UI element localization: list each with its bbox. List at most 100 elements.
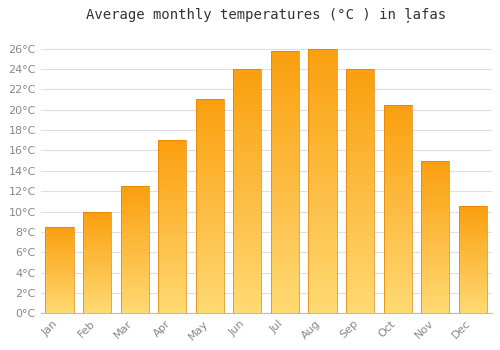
Bar bbox=[120, 226, 148, 229]
Bar bbox=[459, 217, 487, 219]
Bar bbox=[346, 183, 374, 187]
Bar bbox=[346, 102, 374, 106]
Bar bbox=[459, 246, 487, 247]
Bar bbox=[421, 194, 450, 196]
Bar bbox=[46, 264, 74, 266]
Bar bbox=[459, 304, 487, 306]
Bar bbox=[271, 107, 299, 112]
Bar bbox=[234, 285, 262, 289]
Bar bbox=[120, 245, 148, 247]
Bar bbox=[196, 292, 224, 295]
Bar bbox=[83, 283, 111, 285]
Bar bbox=[308, 247, 336, 252]
Bar bbox=[83, 213, 111, 215]
Bar bbox=[83, 232, 111, 233]
Bar bbox=[158, 224, 186, 227]
Bar bbox=[346, 118, 374, 122]
Bar bbox=[384, 195, 412, 198]
Bar bbox=[46, 290, 74, 292]
Bar bbox=[196, 303, 224, 306]
Bar bbox=[120, 218, 148, 220]
Bar bbox=[83, 220, 111, 222]
Bar bbox=[384, 230, 412, 233]
Bar bbox=[158, 169, 186, 172]
Bar bbox=[384, 108, 412, 112]
Bar bbox=[308, 57, 336, 62]
Bar bbox=[83, 233, 111, 235]
Bar bbox=[459, 299, 487, 301]
Bar bbox=[459, 264, 487, 265]
Bar bbox=[459, 306, 487, 308]
Bar bbox=[384, 164, 412, 167]
Bar bbox=[120, 258, 148, 260]
Bar bbox=[421, 166, 450, 168]
Bar bbox=[459, 244, 487, 246]
Bar bbox=[158, 195, 186, 198]
Bar bbox=[384, 306, 412, 310]
Bar bbox=[196, 185, 224, 189]
Bar bbox=[46, 251, 74, 253]
Bar bbox=[46, 228, 74, 230]
Bar bbox=[308, 221, 336, 225]
Bar bbox=[46, 254, 74, 256]
Bar bbox=[459, 235, 487, 237]
Bar bbox=[83, 291, 111, 293]
Bar bbox=[120, 247, 148, 250]
Bar bbox=[271, 64, 299, 68]
Bar bbox=[46, 270, 74, 272]
Bar bbox=[346, 167, 374, 171]
Bar bbox=[196, 288, 224, 292]
Bar bbox=[384, 139, 412, 143]
Bar bbox=[234, 289, 262, 293]
Bar bbox=[158, 149, 186, 152]
Bar bbox=[384, 178, 412, 181]
Bar bbox=[271, 204, 299, 208]
Bar bbox=[120, 271, 148, 273]
Bar bbox=[346, 187, 374, 191]
Bar bbox=[271, 94, 299, 99]
Bar bbox=[346, 248, 374, 252]
Bar bbox=[421, 161, 450, 163]
Bar bbox=[234, 110, 262, 114]
Bar bbox=[271, 164, 299, 169]
Bar bbox=[384, 129, 412, 132]
Bar bbox=[83, 271, 111, 273]
Bar bbox=[346, 199, 374, 203]
Bar bbox=[271, 50, 299, 55]
Bar bbox=[421, 229, 450, 232]
Bar bbox=[46, 238, 74, 240]
Bar bbox=[421, 232, 450, 234]
Bar bbox=[83, 222, 111, 223]
Bar bbox=[196, 156, 224, 160]
Bar bbox=[421, 199, 450, 201]
Bar bbox=[271, 130, 299, 134]
Bar bbox=[196, 235, 224, 238]
Bar bbox=[384, 160, 412, 164]
Bar bbox=[234, 97, 262, 102]
Bar bbox=[46, 266, 74, 267]
Bar bbox=[459, 269, 487, 271]
Bar bbox=[459, 240, 487, 242]
Bar bbox=[308, 88, 336, 93]
Bar bbox=[196, 135, 224, 139]
Bar bbox=[234, 244, 262, 248]
Bar bbox=[308, 296, 336, 300]
Bar bbox=[234, 73, 262, 77]
Bar bbox=[346, 297, 374, 301]
Bar bbox=[346, 289, 374, 293]
Bar bbox=[384, 300, 412, 303]
Bar bbox=[308, 106, 336, 110]
Bar bbox=[459, 228, 487, 230]
Bar bbox=[308, 62, 336, 66]
Bar bbox=[421, 237, 450, 239]
Bar bbox=[308, 194, 336, 198]
Bar bbox=[308, 198, 336, 203]
Bar bbox=[158, 163, 186, 166]
Bar bbox=[158, 198, 186, 201]
Bar bbox=[271, 296, 299, 300]
Bar bbox=[271, 248, 299, 252]
Bar bbox=[421, 308, 450, 311]
Bar bbox=[234, 208, 262, 211]
Bar bbox=[271, 147, 299, 151]
Bar bbox=[46, 246, 74, 247]
